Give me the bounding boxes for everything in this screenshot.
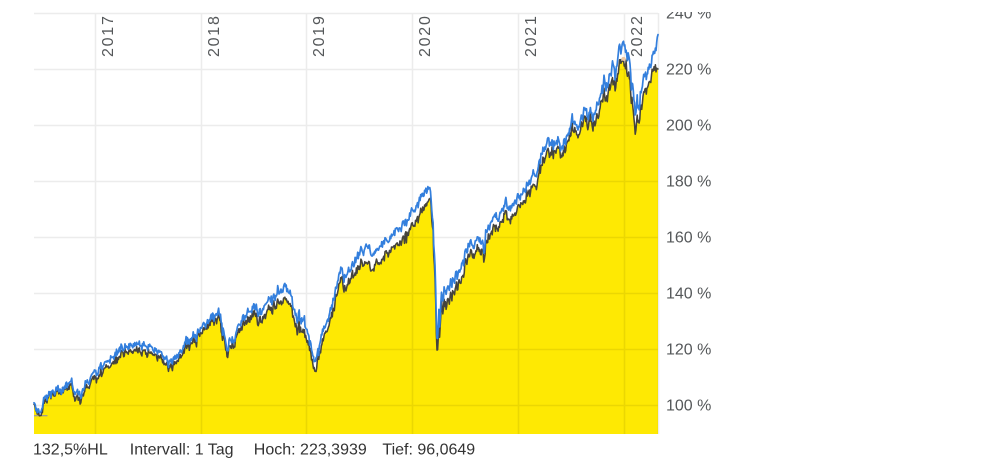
svg-text:Tief: 96,0649: Tief: 96,0649 (382, 442, 475, 459)
svg-text:2019: 2019 (311, 14, 328, 57)
svg-text:220 %: 220 % (666, 62, 711, 79)
svg-text:120 %: 120 % (666, 342, 711, 359)
svg-text:2022: 2022 (629, 14, 646, 57)
svg-text:Intervall: 1 Tag: Intervall: 1 Tag (130, 442, 234, 459)
svg-text:100 %: 100 % (666, 398, 711, 415)
svg-text:2018: 2018 (206, 14, 223, 57)
svg-text:132,5%HL: 132,5%HL (33, 442, 108, 459)
svg-text:2020: 2020 (417, 14, 434, 57)
svg-text:180 %: 180 % (666, 174, 711, 191)
svg-text:2017: 2017 (100, 14, 117, 57)
svg-text:200 %: 200 % (666, 118, 711, 135)
svg-text:2021: 2021 (523, 14, 540, 57)
svg-text:Hoch: 223,3939: Hoch: 223,3939 (254, 442, 367, 459)
svg-text:140 %: 140 % (666, 286, 711, 303)
svg-text:160 %: 160 % (666, 230, 711, 247)
